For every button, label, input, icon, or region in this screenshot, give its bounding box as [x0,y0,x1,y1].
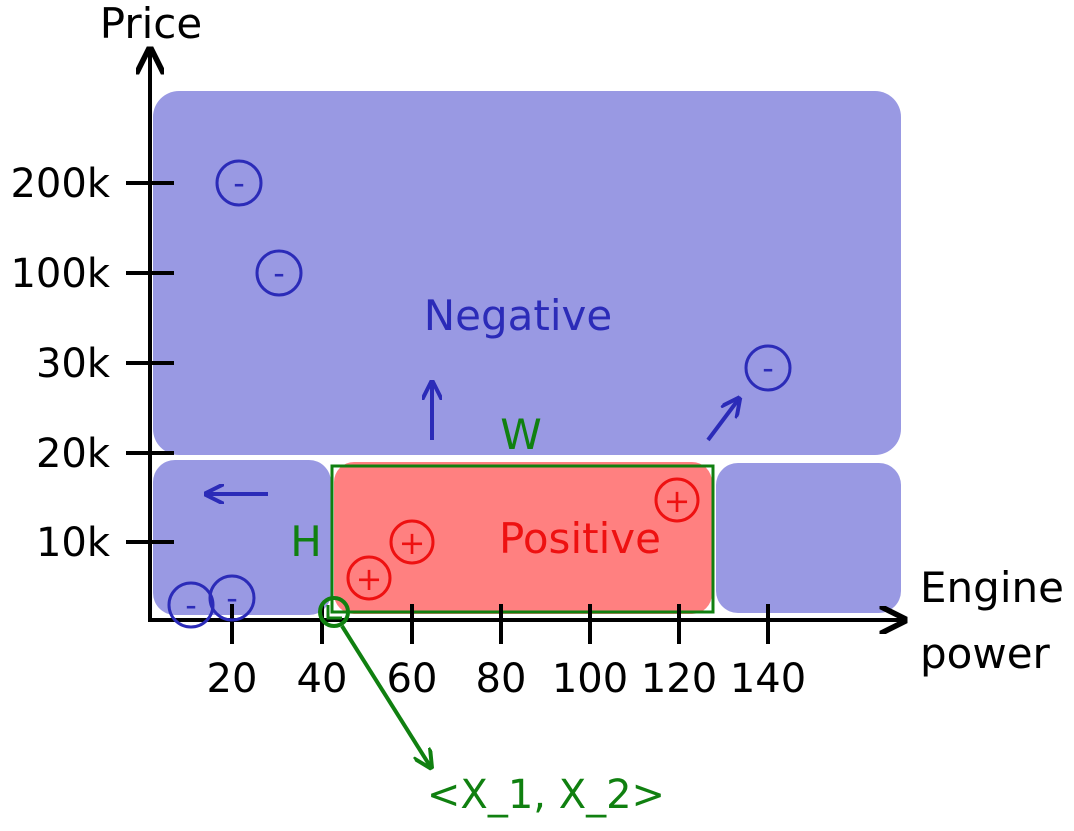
negative-region-top [153,91,901,455]
positive-marker: + [389,519,435,565]
svg-text:+: + [664,482,691,520]
arrow-diagonal-icon [706,400,738,442]
svg-text:+: + [356,560,383,598]
x-tick-label: 140 [730,656,806,702]
y-tick-label: 200k [10,161,110,207]
x-axis-label-line1: Engine [920,563,1064,612]
x-tick-label: 80 [476,656,527,702]
negative-region-right [716,463,901,613]
positive-marker: + [654,477,700,523]
svg-text:-: - [185,586,197,624]
svg-text:-: - [273,254,285,292]
y-tick-label: 30k [36,341,111,387]
corner-pointer-arrow-icon [340,624,430,766]
x-ticks [230,604,770,644]
negative-region-left [153,460,331,615]
svg-text:-: - [233,164,245,202]
x-tick-label: 100 [552,656,628,702]
x-tick-label: 120 [641,656,717,702]
y-tick-label: 10k [36,520,111,566]
svg-text:-: - [226,579,238,617]
corner-point-icon [318,596,350,628]
x-axis-label-line2: power [920,629,1051,678]
negative-label: Negative [424,291,613,340]
box-height-label: H [290,517,322,566]
corner-point-mark [326,605,342,620]
svg-text:+: + [399,524,426,562]
positive-region [334,462,712,614]
bounding-box [330,464,715,614]
y-tick-label: 20k [36,431,111,477]
corner-label: <X_1, X_2> [427,772,665,818]
negative-marker: - [167,581,215,629]
negative-marker: - [215,159,263,207]
positive-marker: + [346,555,392,601]
svg-text:-: - [762,349,774,387]
x-tick-label: 20 [207,656,258,702]
box-width-label: W [500,410,542,459]
x-tick-label: 40 [297,656,348,702]
negative-marker: - [208,574,256,622]
negative-marker: - [255,249,303,297]
y-axis-label: Price [100,0,202,48]
negative-marker: - [744,344,792,392]
y-ticks [126,181,174,544]
x-tick-label: 60 [387,656,438,702]
y-tick-label: 100k [10,251,110,297]
positive-label: Positive [499,514,661,563]
